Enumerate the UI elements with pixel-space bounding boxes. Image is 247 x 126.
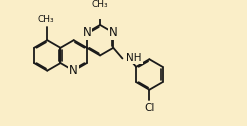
Text: CH₃: CH₃ [92, 0, 108, 9]
Text: N: N [69, 64, 78, 77]
Text: N: N [82, 26, 91, 39]
Text: NH: NH [126, 53, 142, 64]
Text: N: N [109, 26, 118, 39]
Text: Cl: Cl [144, 103, 155, 113]
Text: CH₃: CH₃ [38, 15, 55, 24]
